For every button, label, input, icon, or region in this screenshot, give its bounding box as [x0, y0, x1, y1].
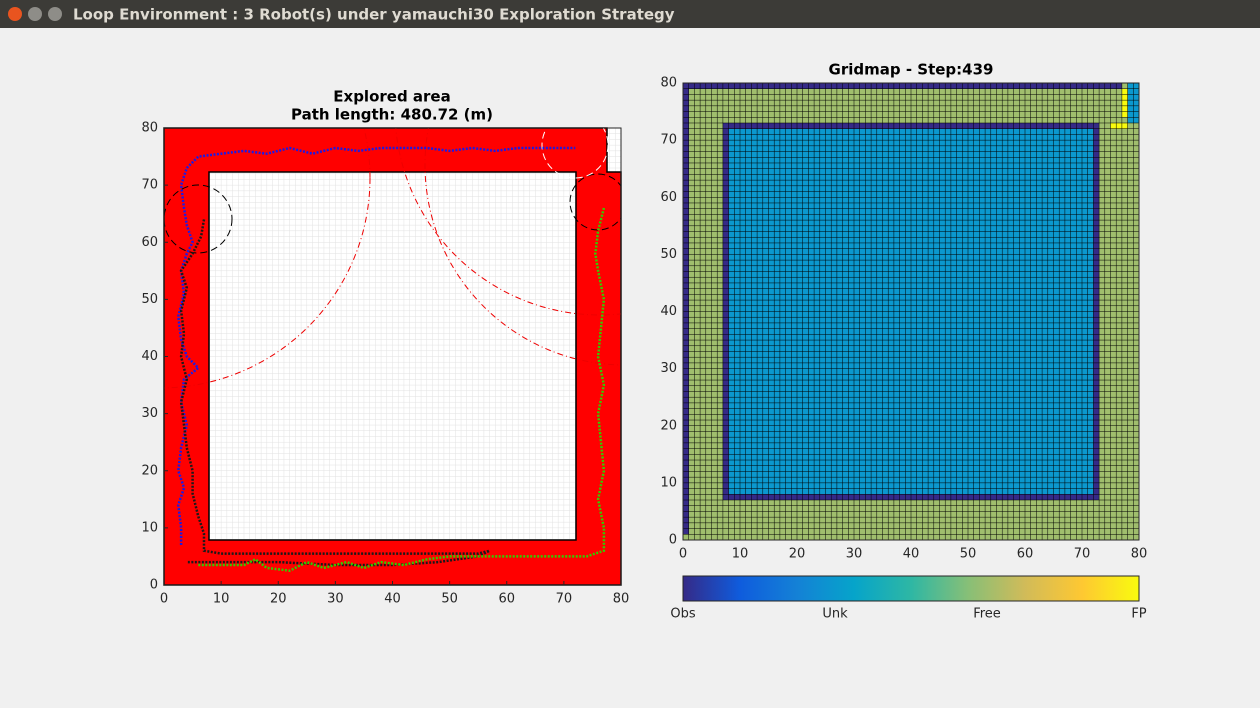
x-tick-label: 80 [613, 592, 630, 607]
x-tick-label: 10 [732, 547, 749, 562]
robot-circle [541, 128, 609, 179]
x-tick-label: 30 [846, 547, 863, 562]
chart-title: Explored area [333, 88, 450, 106]
x-tick-label: 70 [1074, 547, 1091, 562]
range-circle [424, 128, 621, 366]
y-tick-label: 20 [660, 418, 677, 433]
y-tick-label: 30 [141, 406, 158, 421]
axes-box [682, 82, 1140, 541]
minimize-button[interactable] [28, 7, 42, 21]
y-tick-label: 50 [141, 292, 158, 307]
axes-box [163, 127, 622, 586]
y-tick-label: 0 [669, 533, 677, 548]
y-tick-label: 70 [141, 178, 158, 193]
y-tick-label: 70 [660, 133, 677, 148]
cell-region [1110, 122, 1128, 129]
x-tick-label: 40 [903, 547, 920, 562]
cell-region [683, 83, 1122, 89]
y-tick-label: 40 [141, 349, 158, 364]
title-bar [0, 0, 1260, 28]
robot-path [198, 207, 606, 572]
x-tick-label: 20 [270, 592, 287, 607]
robot-circle [164, 184, 233, 254]
colorbar-label: Obs [670, 607, 695, 622]
colorbar-label: FP [1131, 607, 1146, 622]
sensor-ranges [164, 128, 621, 389]
colorbar-label: Free [973, 607, 1001, 622]
y-tick-label: 10 [660, 475, 677, 490]
y-tick-label: 60 [141, 235, 158, 250]
x-tick-label: 60 [498, 592, 515, 607]
x-tick-label: 70 [556, 592, 573, 607]
x-tick-label: 50 [960, 547, 977, 562]
maximize-button[interactable] [48, 7, 62, 21]
y-tick-label: 40 [660, 304, 677, 319]
x-tick-label: 80 [1131, 547, 1148, 562]
y-tick-label: 30 [660, 361, 677, 376]
x-tick-label: 30 [327, 592, 344, 607]
robot-path [179, 219, 491, 567]
y-tick-label: 10 [141, 520, 158, 535]
y-tick-label: 80 [141, 121, 158, 136]
colorbar-label: Unk [822, 607, 848, 622]
cell-region [1121, 88, 1128, 118]
y-tick-label: 20 [141, 463, 158, 478]
x-tick-label: 20 [789, 547, 806, 562]
x-tick-label: 0 [679, 547, 687, 562]
x-tick-label: 40 [384, 592, 401, 607]
window-title: Loop Environment : 3 Robot(s) under yama… [73, 6, 675, 24]
x-tick-label: 60 [1017, 547, 1034, 562]
robot-path [177, 146, 576, 545]
cell-region [683, 83, 689, 535]
x-tick-label: 50 [441, 592, 458, 607]
y-tick-label: 0 [150, 578, 158, 593]
range-circle [395, 128, 621, 316]
minor-grid [163, 127, 622, 586]
x-tick-label: 0 [160, 592, 168, 607]
close-button[interactable] [8, 7, 22, 21]
range-circle [164, 128, 371, 389]
y-tick-label: 60 [660, 190, 677, 205]
x-tick-label: 10 [213, 592, 230, 607]
chart-subtitle: Path length: 480.72 (m) [291, 106, 493, 124]
colorbar [682, 575, 1140, 602]
chart-title: Gridmap - Step:439 [829, 61, 994, 79]
y-tick-label: 80 [660, 76, 677, 91]
y-tick-label: 50 [660, 247, 677, 262]
